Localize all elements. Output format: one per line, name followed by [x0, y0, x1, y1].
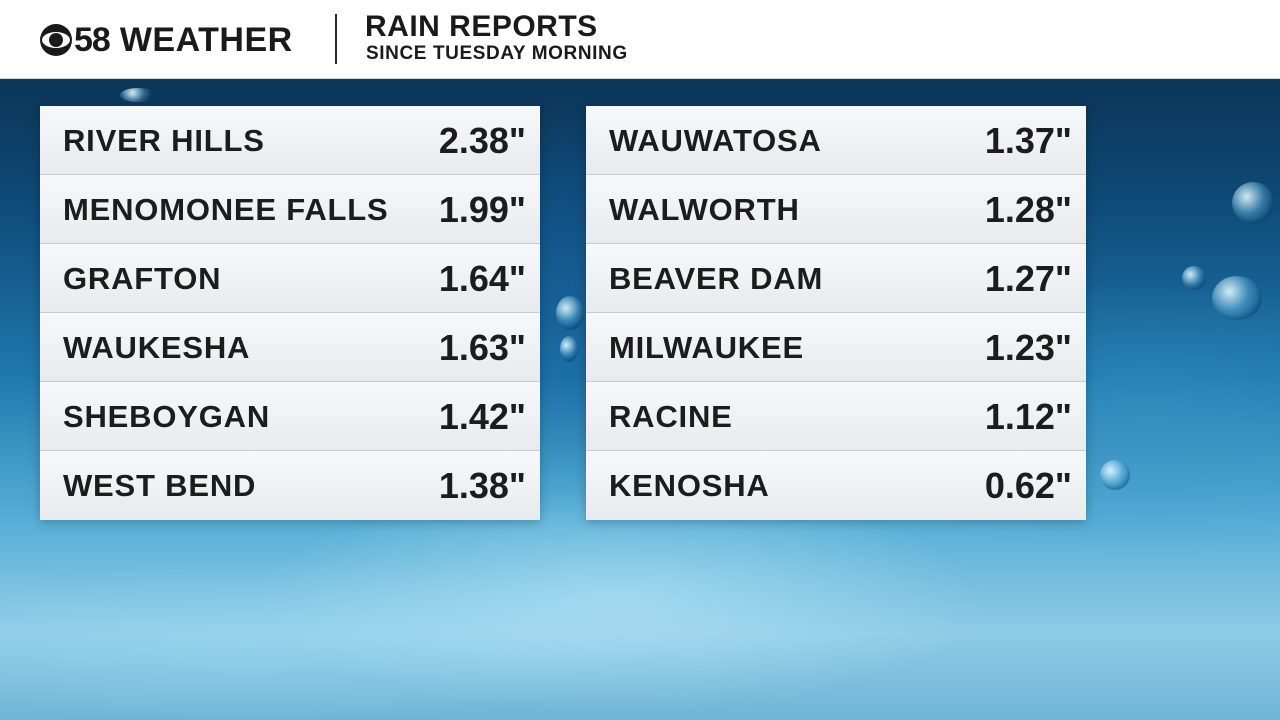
- table-row: BEAVER DAM 1.27": [586, 244, 1086, 313]
- table-row: MILWAUKEE 1.23": [586, 313, 1086, 382]
- table-row: WAUWATOSA 1.37": [586, 106, 1086, 175]
- city-name: MILWAUKEE: [609, 330, 804, 365]
- table-row: KENOSHA 0.62": [586, 451, 1086, 520]
- header-divider: [335, 14, 337, 64]
- table-row: RIVER HILLS 2.38": [40, 106, 540, 175]
- page-title: RAIN REPORTS: [365, 10, 598, 43]
- rain-amount: 1.27": [984, 258, 1072, 299]
- rain-amount: 1.23": [984, 327, 1072, 368]
- table-row: MENOMONEE FALLS 1.99": [40, 175, 540, 244]
- city-name: GRAFTON: [63, 261, 222, 296]
- rain-amount: 1.64": [438, 258, 526, 299]
- water-droplet: [1100, 460, 1130, 490]
- table-row: WALWORTH 1.28": [586, 175, 1086, 244]
- city-name: MENOMONEE FALLS: [63, 192, 389, 227]
- page-subtitle: SINCE TUESDAY MORNING: [366, 43, 628, 64]
- rain-amount: 1.38": [438, 465, 526, 506]
- water-droplet: [1212, 276, 1262, 320]
- rain-amount: 1.99": [438, 189, 526, 230]
- city-name: SHEBOYGAN: [63, 399, 271, 434]
- city-name: WEST BEND: [63, 468, 257, 503]
- table-row: GRAFTON 1.64": [40, 244, 540, 313]
- city-name: WALWORTH: [609, 192, 800, 227]
- table-row: RACINE 1.12": [586, 382, 1086, 451]
- city-name: RIVER HILLS: [63, 123, 265, 158]
- rain-amount: 2.38": [438, 120, 526, 161]
- city-name: WAUWATOSA: [609, 123, 822, 158]
- city-name: BEAVER DAM: [609, 261, 824, 296]
- table-row: SHEBOYGAN 1.42": [40, 382, 540, 451]
- rain-amount: 1.28": [984, 189, 1072, 230]
- table-row: WAUKESHA 1.63": [40, 313, 540, 382]
- logo-channel-number: 58: [74, 21, 111, 59]
- water-droplet: [120, 88, 156, 102]
- rain-amount: 0.62": [984, 465, 1072, 506]
- header-bar: 58 WEATHER RAIN REPORTS SINCE TUESDAY MO…: [0, 0, 1280, 79]
- rain-amount: 1.37": [984, 120, 1072, 161]
- rain-amount: 1.42": [438, 396, 526, 437]
- city-name: WAUKESHA: [63, 330, 251, 365]
- water-droplet: [1182, 266, 1206, 290]
- logo-weather-text: WEATHER: [119, 21, 293, 59]
- city-name: KENOSHA: [609, 468, 770, 503]
- rain-amount: 1.63": [438, 327, 526, 368]
- water-droplet: [1232, 182, 1274, 224]
- rain-table-right: WAUWATOSA 1.37" WALWORTH 1.28" BEAVER DA…: [586, 106, 1086, 520]
- water-droplet: [560, 336, 578, 362]
- cbs-eye-icon: [40, 24, 72, 56]
- cbs58-weather-logo: 58 WEATHER: [40, 20, 293, 60]
- city-name: RACINE: [609, 399, 733, 434]
- water-droplet: [556, 296, 584, 330]
- rain-amount: 1.12": [984, 396, 1072, 437]
- rain-table-left: RIVER HILLS 2.38" MENOMONEE FALLS 1.99" …: [40, 106, 540, 520]
- table-row: WEST BEND 1.38": [40, 451, 540, 520]
